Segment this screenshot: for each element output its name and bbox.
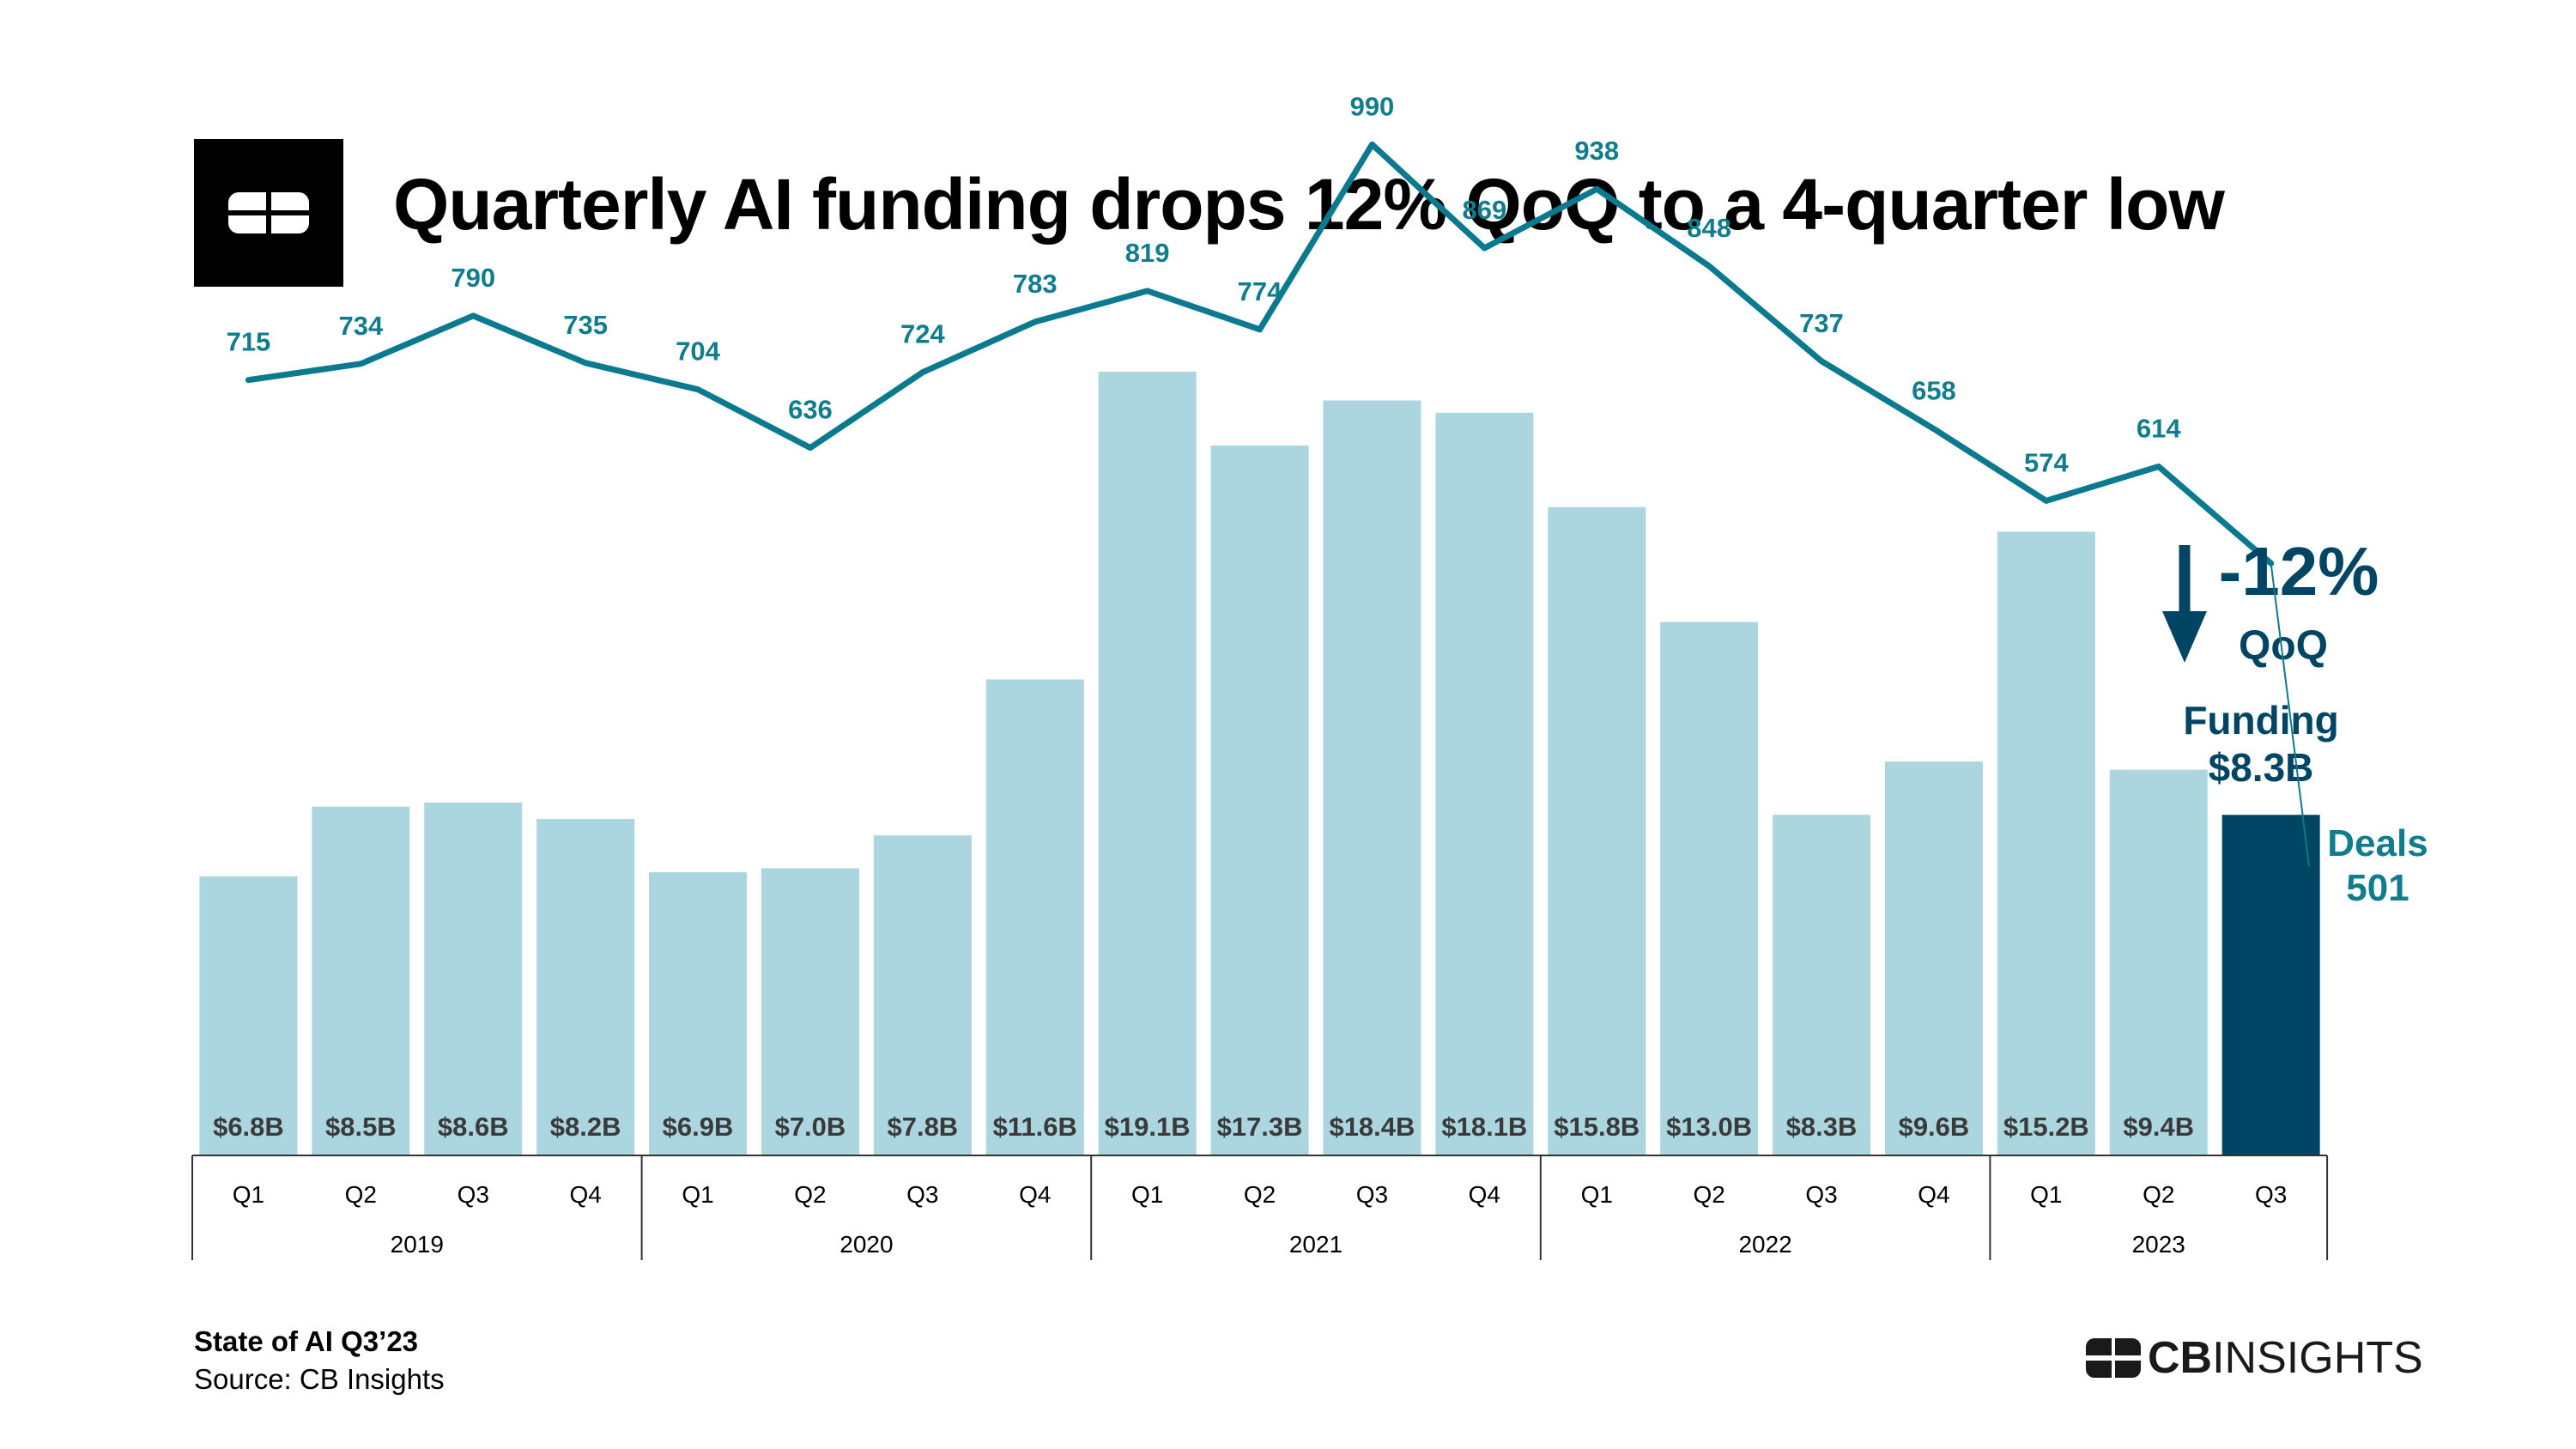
funding-label: $6.9B xyxy=(663,1112,734,1142)
funding-bar xyxy=(536,819,635,1155)
quarter-tick-label: Q1 xyxy=(2030,1181,2062,1208)
quarter-tick-label: Q3 xyxy=(906,1181,938,1208)
funding-callout-label: Funding xyxy=(2183,698,2338,743)
year-tick-label: 2020 xyxy=(839,1231,893,1258)
funding-bar xyxy=(312,806,410,1155)
change-callout: -12% xyxy=(2219,533,2379,609)
funding-bar xyxy=(1773,815,1871,1155)
deals-label: 869 xyxy=(1462,195,1506,225)
funding-bar xyxy=(2221,815,2320,1155)
quarter-tick-label: Q1 xyxy=(1131,1181,1163,1208)
quarter-tick-label: Q1 xyxy=(682,1181,713,1208)
report-name: State of AI Q3’23 xyxy=(194,1325,419,1357)
deals-label: 704 xyxy=(676,336,720,367)
quarter-tick-label: Q3 xyxy=(1356,1181,1388,1208)
funding-bar xyxy=(1884,761,1983,1155)
quarter-tick-label: Q4 xyxy=(1469,1181,1500,1208)
funding-label: $7.0B xyxy=(775,1112,846,1142)
funding-label: $8.2B xyxy=(550,1112,621,1142)
funding-label: $8.3B xyxy=(1786,1112,1858,1142)
quarter-tick-label: Q4 xyxy=(569,1181,601,1208)
year-tick-label: 2023 xyxy=(2132,1231,2185,1258)
deals-label: 783 xyxy=(1013,269,1058,299)
cb-logo-box xyxy=(194,139,343,287)
deals-label: 636 xyxy=(788,395,833,425)
cb-insights-brand: CBINSIGHTS xyxy=(2086,1332,2423,1384)
quarter-tick-label: Q2 xyxy=(2143,1181,2174,1208)
year-tick-label: 2021 xyxy=(1289,1231,1343,1258)
deals-label: 574 xyxy=(2024,447,2069,477)
quarter-tick-label: Q1 xyxy=(233,1181,264,1208)
deals-label: 819 xyxy=(1125,238,1170,268)
cb-brand-icon xyxy=(2086,1338,2141,1378)
year-tick-label: 2022 xyxy=(1738,1231,1791,1258)
deals-line xyxy=(245,141,2275,567)
deals-label: 724 xyxy=(900,319,945,349)
funding-bar xyxy=(1323,400,1421,1156)
funding-bar xyxy=(873,835,972,1155)
funding-label: $9.6B xyxy=(1899,1112,1970,1142)
quarter-tick-label: Q3 xyxy=(2255,1181,2287,1208)
funding-bar xyxy=(1548,506,1646,1155)
quarter-tick-label: Q4 xyxy=(1019,1181,1051,1208)
deals-label: 737 xyxy=(1799,308,1844,338)
funding-label: $13.0B xyxy=(1666,1112,1752,1142)
funding-label: $6.8B xyxy=(213,1112,284,1142)
funding-bar xyxy=(199,876,298,1155)
funding-label: $15.2B xyxy=(2003,1112,2089,1142)
quarter-tick-label: Q4 xyxy=(1918,1181,1949,1208)
funding-label: $11.6B xyxy=(993,1112,1077,1142)
brand-bold: CB xyxy=(2148,1333,2213,1383)
deals-label: 658 xyxy=(1912,376,1956,406)
funding-label: $15.8B xyxy=(1554,1112,1640,1142)
funding-label: $19.1B xyxy=(1105,1112,1191,1142)
deals-label: 774 xyxy=(1238,276,1282,306)
year-tick-label: 2019 xyxy=(391,1231,444,1258)
funding-bar xyxy=(649,872,748,1155)
funding-bar xyxy=(2109,769,2208,1155)
funding-label: $9.4B xyxy=(2123,1112,2194,1142)
quarter-tick-label: Q2 xyxy=(1244,1181,1276,1208)
quarter-tick-label: Q2 xyxy=(345,1181,377,1208)
funding-label: $18.1B xyxy=(1441,1112,1527,1142)
funding-bar xyxy=(1210,446,1309,1155)
deals-callout-label: Deals xyxy=(2327,822,2428,864)
quarter-tick-label: Q3 xyxy=(458,1181,489,1208)
deals-pointer-line xyxy=(2270,563,2310,867)
page-title: Quarterly AI funding drops 12% QoQ to a … xyxy=(393,164,2225,245)
funding-label: $7.8B xyxy=(887,1112,958,1142)
funding-bar xyxy=(1435,412,1534,1155)
deals-label: 735 xyxy=(563,310,608,340)
deals-label: 990 xyxy=(1350,91,1395,121)
funding-label: $17.3B xyxy=(1217,1112,1303,1142)
source-note: Source: CB Insights xyxy=(194,1363,445,1395)
down-arrow-head-icon xyxy=(2162,611,2207,663)
deals-label: 848 xyxy=(1687,213,1731,243)
deals-callout-value: 501 xyxy=(2346,867,2409,909)
funding-label: $8.5B xyxy=(325,1112,397,1142)
quarter-tick-label: Q1 xyxy=(1581,1181,1613,1208)
brand-light: INSIGHTS xyxy=(2212,1333,2423,1383)
deals-label: 790 xyxy=(451,263,495,293)
deals-label: 614 xyxy=(2137,414,2181,444)
deals-label: 715 xyxy=(227,327,271,357)
funding-bar xyxy=(985,679,1084,1155)
funding-bar xyxy=(424,802,523,1155)
quarter-tick-label: Q2 xyxy=(794,1181,826,1208)
funding-bar xyxy=(761,868,859,1155)
quarter-tick-label: Q2 xyxy=(1693,1181,1724,1208)
funding-label: $18.4B xyxy=(1329,1112,1415,1142)
cb-logo-icon xyxy=(228,192,309,233)
funding-label: $8.6B xyxy=(438,1112,509,1142)
funding-bar xyxy=(1997,531,2095,1155)
funding-bar xyxy=(1098,372,1197,1155)
quarter-tick-label: Q3 xyxy=(1805,1181,1837,1208)
funding-bar xyxy=(1660,621,1759,1155)
deals-label: 734 xyxy=(338,311,383,341)
deals-label: 938 xyxy=(1574,136,1619,166)
